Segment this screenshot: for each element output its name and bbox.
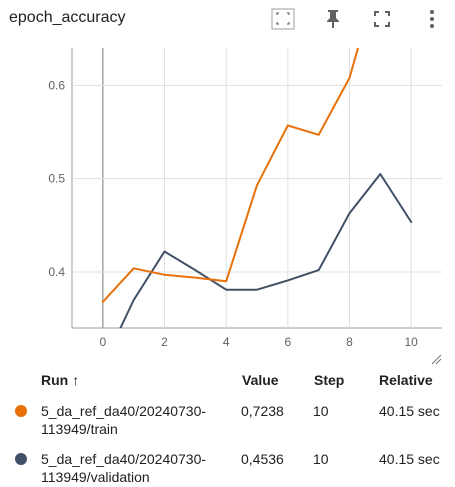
y-tick-label: 0.5 <box>48 172 65 186</box>
run-value: 0,7238 <box>241 403 284 419</box>
header-step[interactable]: Step <box>314 372 345 388</box>
card-header: epoch_accuracy <box>0 0 455 40</box>
more-vert-icon[interactable] <box>419 6 445 32</box>
run-color-dot <box>15 453 27 465</box>
header-run[interactable]: Run ↑ <box>41 372 79 392</box>
fit-domain-icon[interactable] <box>270 6 296 32</box>
run-value: 0,4536 <box>241 451 284 467</box>
run-relative: 40.15 sec <box>379 403 440 419</box>
run-step: 10 <box>313 451 329 467</box>
resize-handle-icon[interactable] <box>431 354 442 365</box>
x-tick-label: 6 <box>284 335 291 349</box>
x-tick-label: 10 <box>404 335 418 349</box>
x-tick-label: 8 <box>346 335 353 349</box>
y-tick-label: 0.4 <box>48 265 65 279</box>
x-tick-label: 2 <box>161 335 168 349</box>
series-line-train[interactable] <box>101 40 381 303</box>
run-name-cont: 113949/train <box>41 421 118 437</box>
run-name: 5_da_ref_da40/20240730- <box>41 403 207 419</box>
series-line-validation[interactable] <box>103 173 413 365</box>
x-tick-label: 0 <box>99 335 106 349</box>
y-tick-label: 0.6 <box>48 78 65 92</box>
run-name-cont: 113949/validation <box>41 469 150 485</box>
runs-table: Run ↑ Value Step Relative 5_da_ref_da40/2… <box>0 368 455 487</box>
pin-icon[interactable] <box>320 6 346 32</box>
header-relative[interactable]: Relative <box>379 372 433 388</box>
line-chart[interactable]: 0 2 4 6 8 10 0.4 0.5 0.6 <box>0 40 455 370</box>
chart-area[interactable]: 0 2 4 6 8 10 0.4 0.5 0.6 <box>0 40 455 370</box>
chart-title: epoch_accuracy <box>9 9 126 26</box>
run-step: 10 <box>313 403 329 419</box>
sort-arrow-icon[interactable]: ↑ <box>72 372 80 388</box>
header-run-label: Run <box>41 372 69 388</box>
header-value[interactable]: Value <box>242 372 279 388</box>
run-color-dot <box>15 405 27 417</box>
run-name: 5_da_ref_da40/20240730- <box>41 451 207 467</box>
x-tick-label: 4 <box>223 335 230 349</box>
fullscreen-icon[interactable] <box>369 6 395 32</box>
run-relative: 40.15 sec <box>379 451 440 467</box>
